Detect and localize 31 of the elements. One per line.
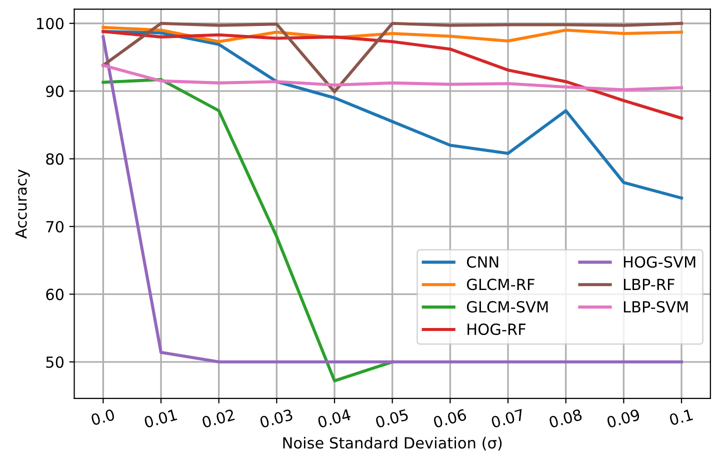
line-series (102, 22, 684, 94)
legend-label: LBP-RF (624, 278, 674, 290)
y-tick-label: 90 (46, 86, 64, 98)
y-axis-title: Accuracy (16, 169, 30, 239)
legend-label: GLCM-SVM (466, 301, 548, 313)
y-tick-label: 60 (46, 288, 64, 300)
line-series (102, 78, 394, 382)
legend-label: LBP-SVM (624, 301, 688, 313)
x-tick-label: 0.08 (548, 408, 582, 428)
x-tick-label: 0.02 (202, 408, 235, 428)
x-tick-label: 0.06 (432, 408, 467, 428)
line-series (102, 64, 684, 92)
line-series (102, 30, 684, 120)
x-tick-label: 0.09 (606, 408, 640, 428)
x-tick-label: 0.04 (317, 408, 352, 428)
legend-label: HOG-RF (468, 323, 526, 336)
legend-label: GLCM-RF (466, 278, 534, 290)
legend-label: HOG-SVM (624, 256, 696, 268)
x-tick-label: 0.0 (90, 408, 116, 426)
x-tick-label: 0.07 (490, 408, 524, 428)
x-tick-label: 0.01 (144, 408, 178, 428)
y-tick-label: 80 (46, 153, 64, 165)
y-tick-label: 100 (37, 18, 64, 30)
x-tick-label: 0.03 (259, 408, 294, 428)
y-tick-label: 70 (46, 220, 64, 233)
x-tick-label: 0.05 (375, 408, 409, 428)
y-tick-label: 50 (46, 356, 64, 368)
legend-label: CNN (466, 256, 498, 268)
line-series (102, 30, 684, 200)
x-axis-title: Noise Standard Deviation (σ) (283, 436, 502, 450)
x-tick-label: 0.1 (668, 408, 694, 426)
